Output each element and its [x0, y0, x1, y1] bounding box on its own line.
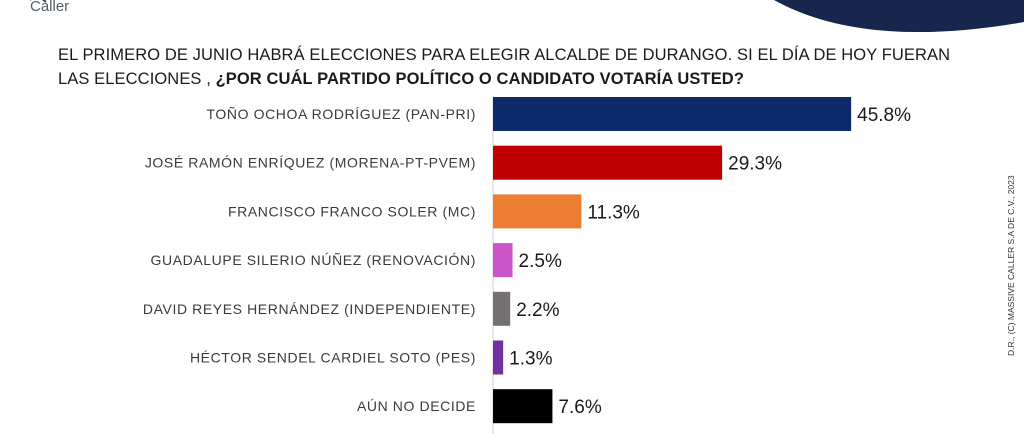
category-label: FRANCISCO FRANCO SOLER (MC) — [228, 203, 476, 219]
bar — [493, 145, 723, 180]
corner-decoration — [774, 0, 1024, 33]
copyright-notice: D.R., (C) MASSIVE CALLER S.A DE C.V., 20… — [1006, 175, 1016, 356]
bar — [493, 291, 511, 326]
chart-title-question-context: EL PRIMERO DE JUNIO HABRÁ ELECCIONES PAR… — [58, 46, 951, 88]
data-label: 29.3% — [728, 154, 782, 175]
category-label: AÚN NO DECIDE — [357, 398, 476, 414]
bar — [493, 194, 582, 229]
category-label: GUADALUPE SILERIO NÚÑEZ (RENOVACIÓN) — [151, 252, 477, 268]
data-label: 7.6% — [558, 397, 601, 418]
bar — [493, 243, 513, 278]
bar — [493, 340, 504, 375]
bar — [493, 97, 852, 131]
massive-caller-logo-icon — [30, 0, 47, 3]
category-label: HÉCTOR SENDEL CARDIEL SOTO (PES) — [190, 350, 476, 366]
data-label: 45.8% — [857, 105, 911, 126]
category-label: TOÑO OCHOA RODRÍGUEZ (PAN-PRI) — [207, 106, 477, 122]
data-label: 2.2% — [516, 300, 559, 321]
brand-logo-text: Caller — [30, 0, 70, 15]
chart-title: EL PRIMERO DE JUNIO HABRÁ ELECCIONES PAR… — [58, 43, 978, 91]
category-label: JOSÉ RAMÓN ENRÍQUEZ (MORENA-PT-PVEM) — [145, 155, 476, 171]
data-label: 11.3% — [587, 202, 640, 223]
bar — [493, 389, 553, 424]
data-label: 1.3% — [509, 349, 552, 370]
category-label: DAVID REYES HERNÁNDEZ (INDEPENDIENTE) — [143, 301, 476, 317]
data-label: 2.5% — [519, 251, 562, 272]
chart-title-question: ¿POR CUÁL PARTIDO POLÍTICO O CANDIDATO V… — [215, 70, 745, 88]
